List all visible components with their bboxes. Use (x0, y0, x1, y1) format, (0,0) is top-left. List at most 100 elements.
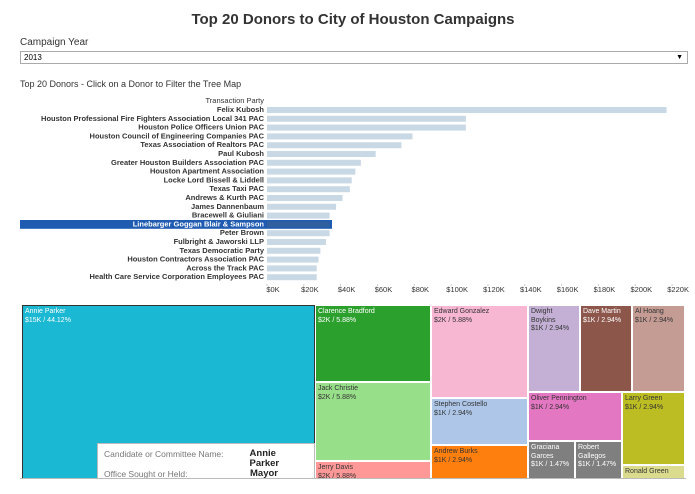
cell-value-label: $2K / 5.88% (318, 393, 357, 401)
bar[interactable] (267, 265, 317, 272)
selected-row (20, 220, 332, 229)
x-tick-label: $60K (375, 285, 393, 294)
bar[interactable] (267, 203, 337, 210)
x-tick-label: $40K (338, 285, 356, 294)
x-tick-label: $20K (301, 285, 319, 294)
donor-label[interactable]: Locke Lord Bissell & Liddell (164, 175, 264, 184)
treemap-cell[interactable]: Stephen Costello $1K / 2.94% (431, 398, 528, 445)
treemap-cell[interactable]: Oliver Pennington $1K / 2.94% (528, 392, 622, 441)
cell-value-label: $2K / 5.88% (318, 472, 357, 480)
cell-value-label: $1K / 1.47% (578, 461, 617, 468)
donor-label[interactable]: Texas Democratic Party (180, 246, 265, 255)
bar[interactable] (267, 212, 330, 219)
cell-name: Andrew Burks (434, 448, 478, 455)
x-tick-label: $0K (266, 285, 279, 294)
treemap-cell[interactable]: Ronald Green (622, 465, 685, 479)
treemap-cell[interactable]: Andrew Burks $1K / 2.94% (431, 445, 528, 479)
treemap-cell[interactable]: Larry Green $1K / 2.94% (622, 392, 685, 465)
bar[interactable] (267, 256, 319, 263)
divider (20, 478, 686, 479)
treemap-cell[interactable]: Jerry Davis $2K / 5.88% (315, 461, 431, 479)
donor-label[interactable]: Houston Council of Engineering Companies… (90, 131, 265, 140)
donor-label[interactable]: Houston Apartment Association (150, 167, 264, 176)
bar[interactable] (267, 239, 326, 245)
year-dropdown[interactable]: 2013 ▼ (20, 51, 688, 64)
donor-label[interactable]: Houston Professional Fire Fighters Assoc… (41, 114, 265, 123)
treemap-cell[interactable]: Jack Christie $2K / 5.88% (315, 382, 431, 461)
bar[interactable] (267, 142, 402, 149)
cell-value-label: $1K / 1.47% (531, 461, 570, 468)
cell-name: Stephen Costello (434, 401, 488, 408)
cell-value-label: $1K / 2.94% (583, 316, 622, 324)
donor-label[interactable]: Felix Kubosh (217, 105, 265, 114)
treemap-cell[interactable]: Dave Martin $1K / 2.94% (580, 305, 632, 392)
cell-value-label: $1K / 2.94% (531, 325, 570, 332)
donor-label[interactable]: Bracewell & Giuliani (192, 211, 264, 220)
bar[interactable] (267, 274, 317, 281)
donor-label[interactable]: Houston Police Officers Union PAC (138, 123, 264, 132)
donor-label[interactable]: Andrews & Kurth PAC (185, 193, 264, 202)
donor-label[interactable]: James Dannenbaum (191, 202, 264, 211)
donor-label[interactable]: Linebarger Goggan Blair & Sampson (133, 219, 265, 228)
bar[interactable] (267, 186, 350, 193)
bar[interactable] (267, 107, 667, 113)
cell-value-label: $1K / 2.94% (531, 403, 570, 411)
cell-name: Ronald Green (625, 468, 669, 475)
tooltip-value: Mayor (250, 468, 278, 479)
column-header: Transaction Party (206, 96, 265, 105)
tooltip-key: Candidate or Committee Name: (104, 449, 224, 459)
cell-name: Clarence Bradford (318, 308, 375, 315)
cell-name: Annie Parker (25, 308, 66, 315)
page-title: Top 20 Donors to City of Houston Campaig… (191, 11, 515, 28)
bar[interactable] (267, 133, 413, 140)
dropdown-arrow[interactable]: ▼ (676, 54, 683, 61)
tooltip: Candidate or Committee Name: Annie Parker… (97, 443, 315, 479)
tooltip-row: Office Sought or Held: Mayor (104, 468, 308, 480)
cell-name: Al Hoang (635, 308, 664, 315)
viewport: Top 20 Donors to City of Houston Campaig… (20, 11, 689, 479)
x-tick-label: $80K (412, 285, 430, 294)
tooltip-value: Annie Parker (249, 448, 280, 469)
cell-name: Robert Gallegos (578, 444, 606, 460)
bar[interactable] (267, 195, 343, 201)
donor-label[interactable]: Houston Contractors Association PAC (127, 255, 264, 264)
bar[interactable] (267, 124, 466, 131)
cell-value-label: $1K / 2.94% (625, 403, 664, 411)
bar[interactable] (267, 151, 376, 157)
cell-value-label: $2K / 5.88% (434, 316, 473, 324)
bar[interactable] (267, 159, 361, 166)
x-tick-label: $120K (483, 285, 505, 294)
cell-name: Jerry Davis (318, 464, 354, 471)
donor-label[interactable]: Paul Kubosh (218, 149, 264, 158)
bar[interactable] (267, 230, 330, 237)
x-tick-label: $100K (446, 285, 468, 294)
x-tick-label: $220K (667, 285, 689, 294)
treemap-cell[interactable]: Graciana Garces $1K / 1.47% (528, 441, 575, 479)
donor-label[interactable]: Fulbright & Jaworski LLP (174, 237, 264, 246)
tooltip-row: Candidate or Committee Name: Annie Parker (104, 449, 308, 469)
treemap-cell[interactable]: Edward Gonzalez $2K / 5.88% (431, 305, 528, 398)
treemap-cell[interactable]: Al Hoang $1K / 2.94% (632, 305, 685, 392)
bar[interactable] (267, 115, 466, 122)
donor-label[interactable]: Texas Taxi PAC (209, 184, 264, 193)
donor-label[interactable]: Across the Track PAC (186, 263, 264, 272)
treemap-cell[interactable]: Clarence Bradford $2K / 5.88% (315, 305, 431, 382)
treemap-cell[interactable]: Dwight Boykins $1K / 2.94% (528, 305, 580, 392)
cell-name: Larry Green (625, 395, 663, 402)
dropdown-value[interactable]: 2013 (24, 53, 42, 62)
donor-label[interactable]: Greater Houston Builders Association PAC (111, 158, 265, 167)
bar[interactable] (267, 247, 321, 254)
donor-label[interactable]: Texas Association of Realtors PAC (140, 140, 264, 149)
cell-value-label: $15K / 44.12% (25, 316, 71, 324)
cell-value-label: $2K / 5.88% (318, 316, 357, 324)
treemap-cell[interactable]: Robert Gallegos $1K / 1.47% (575, 441, 622, 479)
donor-label[interactable]: Health Care Service Corporation Employee… (90, 272, 265, 281)
cell-name: Dave Martin (583, 308, 621, 315)
bar[interactable] (267, 221, 330, 228)
bar[interactable] (267, 168, 356, 175)
donor-label[interactable]: Peter Brown (220, 228, 265, 237)
bar[interactable] (267, 177, 352, 184)
cell-value-label: $1K / 2.94% (635, 316, 674, 324)
